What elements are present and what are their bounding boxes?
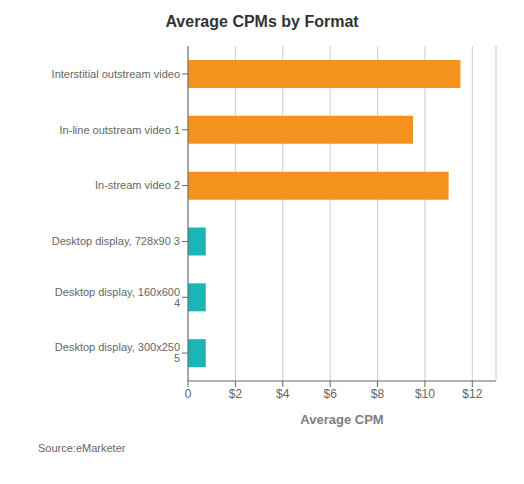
svg-text:$8: $8 — [371, 387, 385, 401]
svg-text:In-line outstream video 1: In-line outstream video 1 — [60, 124, 180, 136]
svg-text:$10: $10 — [415, 387, 435, 401]
svg-text:$6: $6 — [323, 387, 337, 401]
svg-text:Interstitial outstream video: Interstitial outstream video — [52, 68, 180, 80]
svg-text:Desktop display, 300x2505: Desktop display, 300x2505 — [55, 341, 180, 364]
svg-text:In-stream video 2: In-stream video 2 — [95, 179, 180, 191]
svg-text:$4: $4 — [276, 387, 290, 401]
svg-text:0: 0 — [185, 387, 192, 401]
svg-text:$12: $12 — [462, 387, 482, 401]
svg-text:Desktop display, 728x90 3: Desktop display, 728x90 3 — [52, 235, 180, 247]
html-text:Source:eMarketer: Source:eMarketer — [38, 442, 126, 454]
svg-text:Desktop display, 160x6004: Desktop display, 160x6004 — [55, 286, 180, 309]
html-text:Average CPMs by Format: Average CPMs by Format — [165, 13, 359, 30]
svg-text:$2: $2 — [229, 387, 243, 401]
svg-text:Average CPM: Average CPM — [300, 412, 383, 427]
